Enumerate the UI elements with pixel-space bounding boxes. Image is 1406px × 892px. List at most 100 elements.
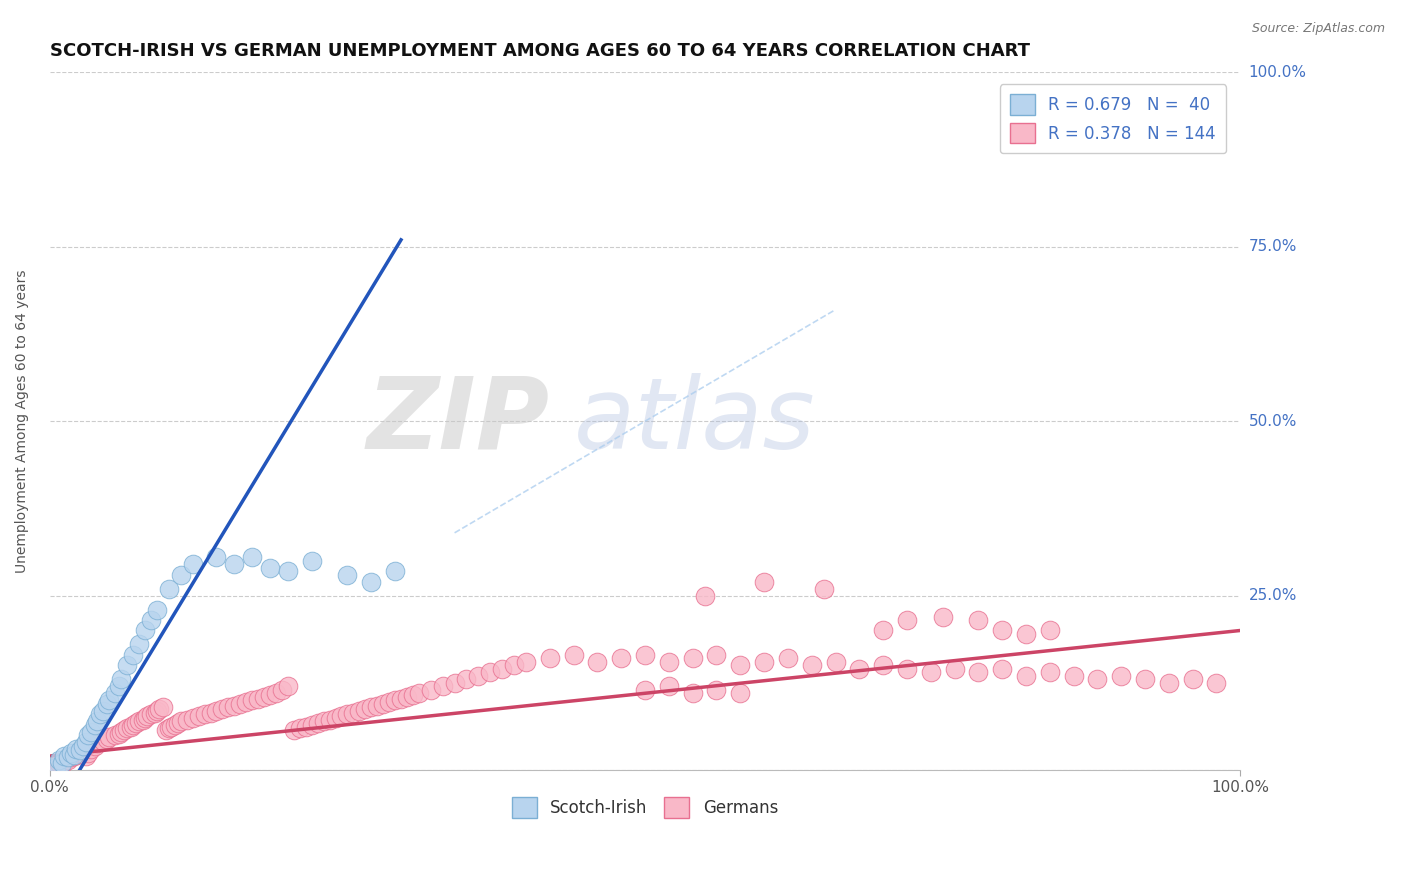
- Point: [1109, 669, 1132, 683]
- Point: [170, 714, 193, 728]
- Point: [60, 750, 83, 764]
- Point: [51, 756, 73, 770]
- Point: [104, 728, 127, 742]
- Point: [366, 698, 388, 713]
- Point: [967, 613, 990, 627]
- Point: [89, 735, 111, 749]
- Point: [1063, 669, 1085, 683]
- Point: [224, 698, 246, 713]
- Point: [143, 706, 166, 720]
- Point: [200, 706, 222, 720]
- Point: [108, 679, 131, 693]
- Point: [271, 682, 294, 697]
- Point: [896, 613, 918, 627]
- Point: [84, 739, 107, 753]
- Point: [86, 737, 108, 751]
- Point: [378, 695, 401, 709]
- Point: [69, 746, 91, 760]
- Point: [373, 697, 395, 711]
- Point: [443, 675, 465, 690]
- Point: [65, 747, 87, 762]
- Point: [301, 554, 323, 568]
- Point: [155, 723, 177, 737]
- Point: [77, 746, 100, 760]
- Point: [48, 756, 70, 770]
- Point: [89, 707, 111, 722]
- Point: [752, 574, 775, 589]
- Point: [80, 742, 103, 756]
- Point: [730, 686, 752, 700]
- Point: [53, 749, 76, 764]
- Point: [360, 700, 382, 714]
- Point: [51, 757, 73, 772]
- Point: [384, 693, 406, 707]
- Point: [259, 560, 281, 574]
- Point: [706, 648, 728, 662]
- Point: [62, 749, 84, 764]
- Point: [967, 665, 990, 680]
- Point: [75, 749, 97, 764]
- Point: [136, 708, 159, 723]
- Point: [920, 665, 942, 680]
- Point: [108, 727, 131, 741]
- Point: [77, 728, 100, 742]
- Point: [72, 739, 94, 753]
- Point: [205, 704, 228, 718]
- Point: [1015, 669, 1038, 683]
- Point: [187, 708, 209, 723]
- Text: Source: ZipAtlas.com: Source: ZipAtlas.com: [1251, 22, 1385, 36]
- Point: [69, 743, 91, 757]
- Text: 75.0%: 75.0%: [1249, 239, 1296, 254]
- Point: [307, 715, 329, 730]
- Point: [330, 708, 353, 723]
- Point: [931, 609, 953, 624]
- Point: [115, 658, 138, 673]
- Point: [943, 662, 966, 676]
- Point: [53, 755, 76, 769]
- Point: [384, 564, 406, 578]
- Point: [395, 690, 418, 704]
- Point: [194, 707, 217, 722]
- Point: [139, 707, 162, 722]
- Point: [93, 704, 115, 718]
- Point: [240, 693, 263, 707]
- Point: [259, 688, 281, 702]
- Point: [240, 550, 263, 565]
- Point: [1157, 675, 1180, 690]
- Point: [122, 717, 145, 731]
- Point: [872, 624, 894, 638]
- Point: [277, 564, 299, 578]
- Text: 25.0%: 25.0%: [1249, 588, 1296, 603]
- Point: [872, 658, 894, 673]
- Point: [991, 624, 1014, 638]
- Point: [1039, 665, 1062, 680]
- Point: [217, 700, 239, 714]
- Point: [98, 730, 121, 744]
- Point: [336, 567, 359, 582]
- Point: [264, 686, 287, 700]
- Point: [1133, 673, 1156, 687]
- Point: [301, 717, 323, 731]
- Point: [693, 589, 716, 603]
- Point: [562, 648, 585, 662]
- Point: [283, 723, 305, 737]
- Point: [342, 706, 364, 720]
- Point: [122, 648, 145, 662]
- Point: [658, 679, 681, 693]
- Point: [84, 717, 107, 731]
- Point: [515, 655, 537, 669]
- Text: 100.0%: 100.0%: [1249, 65, 1306, 80]
- Point: [634, 648, 657, 662]
- Point: [56, 752, 79, 766]
- Point: [1087, 673, 1109, 687]
- Point: [120, 720, 142, 734]
- Point: [139, 613, 162, 627]
- Point: [491, 662, 513, 676]
- Point: [60, 746, 83, 760]
- Point: [157, 721, 180, 735]
- Point: [134, 624, 156, 638]
- Point: [682, 686, 704, 700]
- Point: [93, 733, 115, 747]
- Point: [224, 558, 246, 572]
- Point: [235, 695, 257, 709]
